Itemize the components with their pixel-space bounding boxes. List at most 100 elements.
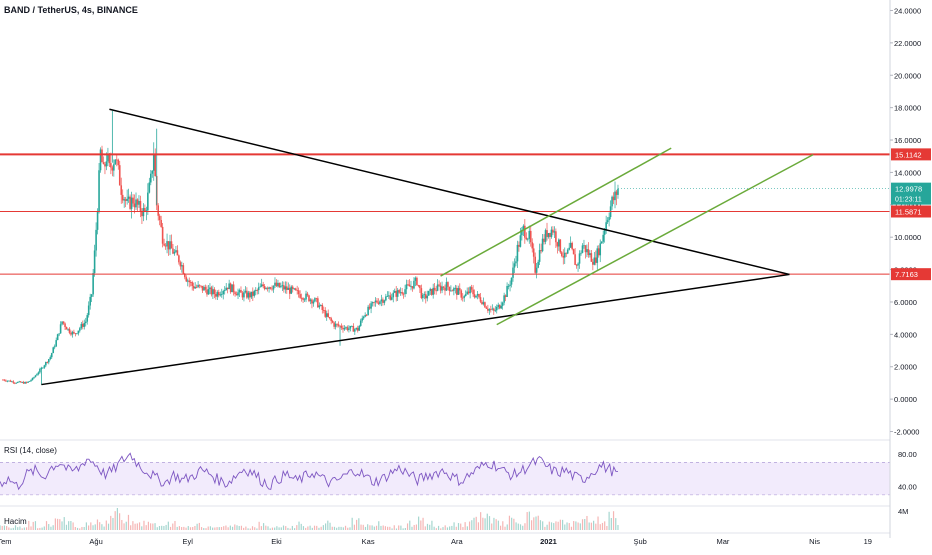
volume-bar xyxy=(103,526,105,530)
candle-body xyxy=(490,309,492,310)
candle-body xyxy=(509,284,511,286)
volume-bar xyxy=(56,518,59,530)
candle-body xyxy=(68,328,71,333)
candle-body xyxy=(271,288,273,290)
volume-bar xyxy=(579,523,581,530)
candle-body xyxy=(395,290,398,297)
candle-body xyxy=(439,285,442,291)
candle-body xyxy=(467,291,470,294)
candle-body xyxy=(597,248,600,256)
candle-body xyxy=(518,244,520,247)
candle-body xyxy=(571,242,573,250)
current-price-badge xyxy=(891,182,931,205)
candle-body xyxy=(487,308,489,311)
volume-bar xyxy=(130,525,132,530)
candle-body xyxy=(113,164,115,171)
candle-body xyxy=(563,252,566,258)
candle-body xyxy=(456,287,458,295)
candle-body xyxy=(268,287,270,289)
volume-bar xyxy=(561,519,564,530)
candle-body xyxy=(132,197,134,204)
volume-bar xyxy=(544,526,546,530)
candle-body xyxy=(288,287,291,294)
volume-bar xyxy=(63,517,65,530)
candle-body xyxy=(605,222,607,231)
volume-bar xyxy=(1,525,3,530)
volume-bar xyxy=(169,526,172,530)
volume-bar xyxy=(34,521,37,530)
trend-line[interactable] xyxy=(109,108,790,276)
candle-body xyxy=(269,287,272,289)
volume-bar xyxy=(542,521,544,530)
candle-body xyxy=(260,284,263,287)
volume-bar xyxy=(45,521,48,530)
rsi-pane[interactable] xyxy=(0,452,890,496)
candle-body xyxy=(47,359,50,363)
volume-bar xyxy=(94,524,96,530)
candle-body xyxy=(92,273,94,295)
volume-bar xyxy=(559,519,561,530)
price-axis[interactable]: -2.00000.00002.00004.00006.00008.000010.… xyxy=(889,0,932,550)
volume-bar xyxy=(205,528,207,530)
candle-body xyxy=(284,286,287,290)
volume-bar xyxy=(3,525,6,530)
volume-bar xyxy=(41,527,43,530)
volume-bar xyxy=(76,527,79,530)
candle-body xyxy=(139,200,142,212)
volume-bar xyxy=(229,525,231,530)
candle-body xyxy=(30,380,32,382)
candle-body xyxy=(265,288,267,289)
candle-body xyxy=(308,295,310,302)
candle-body xyxy=(175,250,177,252)
candle-body xyxy=(348,328,350,330)
volume-bar xyxy=(32,521,34,530)
drawing-lines-layer[interactable] xyxy=(0,108,890,386)
volume-bar xyxy=(105,520,107,530)
candle-body xyxy=(121,194,124,201)
volume-bar xyxy=(550,522,553,530)
candle-body xyxy=(351,326,353,327)
volume-bar xyxy=(495,519,497,530)
volume-bar xyxy=(431,520,433,530)
volume-bar xyxy=(413,524,415,530)
y-tick-label: 14.0000 xyxy=(894,168,921,177)
time-axis[interactable]: Tem Ağu Eyl Eki Kas Ara 2021 Şub Mar Nis 19 xyxy=(0,537,872,546)
volume-bar xyxy=(511,517,513,530)
candle-body xyxy=(218,292,220,296)
trend-line[interactable] xyxy=(41,273,790,386)
trend-line[interactable] xyxy=(440,147,672,277)
candle-body xyxy=(356,327,359,331)
volume-bar xyxy=(400,525,402,530)
volume-bar xyxy=(50,526,52,530)
candle-body xyxy=(552,229,554,233)
volume-bar xyxy=(17,527,19,530)
volume-bar xyxy=(251,526,254,530)
volume-bar xyxy=(14,525,17,530)
price-pane[interactable] xyxy=(2,110,619,385)
candle-body xyxy=(337,324,340,326)
candle-body xyxy=(331,320,334,323)
candle-body xyxy=(405,284,408,290)
candle-body xyxy=(408,284,411,287)
price-level-label: 11.5871 xyxy=(895,207,922,216)
trend-line[interactable] xyxy=(496,153,814,326)
candle-body xyxy=(6,380,9,382)
volume-pane[interactable] xyxy=(0,508,619,530)
volume-bar xyxy=(85,522,87,530)
candle-body xyxy=(438,284,440,286)
candle-body xyxy=(454,287,457,289)
candle-body xyxy=(107,154,109,162)
volume-bar xyxy=(309,525,311,530)
volume-bar xyxy=(227,527,229,530)
candle-body xyxy=(383,300,386,303)
candle-body xyxy=(535,267,538,273)
y-tick-label: 20.0000 xyxy=(894,71,921,80)
candle-body xyxy=(104,164,106,167)
candle-body xyxy=(476,294,479,296)
volume-bar xyxy=(48,524,50,530)
candle-body xyxy=(410,286,412,287)
candle-body xyxy=(615,191,618,195)
volume-bar xyxy=(256,528,258,530)
candle-body xyxy=(216,292,219,297)
volume-bar xyxy=(313,525,316,530)
